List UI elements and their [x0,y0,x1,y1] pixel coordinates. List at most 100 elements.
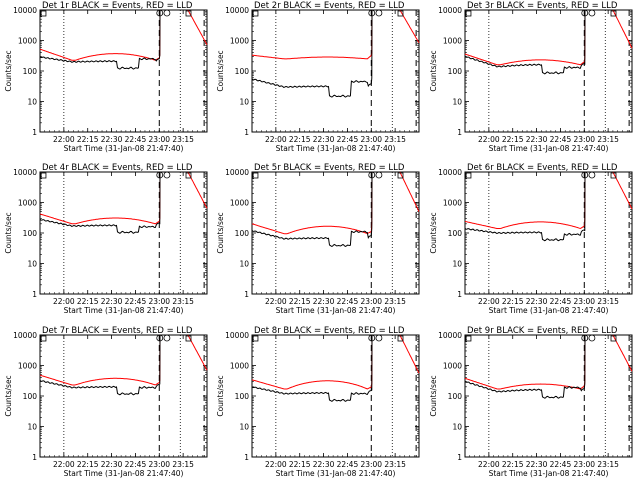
x-axis-label: Start Time (31-Jan-08 21:47:40) [64,469,184,478]
panel-title: Det 9r BLACK = Events, RED = LLD [467,326,618,336]
x-tick-label: 22:45 [337,135,359,144]
x-tick-label: 23:00 [573,460,595,469]
x-tick-label: 23:15 [172,460,194,469]
orbit-circle-marker [375,9,383,17]
y-tick-label: 10000 [225,331,249,340]
x-tick-label: 23:00 [573,135,595,144]
x-tick-label: 23:15 [597,460,619,469]
y-tick-label: 10 [452,260,462,269]
axes-frame [251,9,420,133]
axes-frame [464,171,633,295]
y-tick-label: 10 [452,98,462,107]
y-tick-label: 100 [235,229,250,238]
y-tick-label: 10 [239,423,249,432]
top-marker-box [185,172,192,179]
top-marker-box [465,10,472,17]
panel-title: Det 6r BLACK = Events, RED = LLD [467,163,618,173]
y-axis-label: Counts/sec [4,212,13,253]
panel-det-4r: Det 4r BLACK = Events, RED = LLD 1 10 100 10… [4,163,208,315]
x-tick-label: 23:00 [360,297,382,306]
x-tick-label: 22:45 [550,460,572,469]
orbit-circle-marker [375,334,383,342]
orbit-circle-marker [588,9,596,17]
x-axis-label: Start Time (31-Jan-08 21:47:40) [489,144,609,153]
y-tick-label: 1000 [443,362,462,371]
y-tick-label: 100 [448,392,463,401]
x-tick-label: 22:45 [125,460,147,469]
axes-frame [251,334,420,458]
x-axis-label: Start Time (31-Jan-08 21:47:40) [276,144,396,153]
orbit-circle-marker [368,334,376,342]
x-tick-label: 22:15 [502,135,524,144]
panel-title: Det 5r BLACK = Events, RED = LLD [254,163,405,173]
orbit-circle-marker [588,171,596,179]
x-axis-label: Start Time (31-Jan-08 21:47:40) [489,469,609,478]
panel-title: Det 1r BLACK = Events, RED = LLD [42,1,193,11]
lld-series-line [464,9,586,66]
orbit-circle-marker [375,171,383,179]
axes-frame [464,9,633,133]
panel-title: Det 3r BLACK = Events, RED = LLD [467,1,618,11]
panel-title: Det 2r BLACK = Events, RED = LLD [254,1,405,11]
lld-series-line [464,334,586,390]
y-tick-label: 100 [235,67,250,76]
x-tick-label: 22:30 [526,297,548,306]
orbit-circle-marker [163,334,171,342]
x-tick-label: 22:30 [526,460,548,469]
y-tick-label: 1 [244,128,249,137]
x-tick-label: 22:45 [125,297,147,306]
y-tick-label: 1000 [230,37,249,46]
axes-frame [464,334,633,458]
events-series-line [464,171,586,242]
x-tick-label: 22:00 [53,460,75,469]
events-series-line [464,9,586,75]
y-tick-label: 1000 [18,199,37,208]
x-tick-label: 23:00 [148,460,170,469]
y-tick-label: 1 [244,453,249,462]
orbit-circle-marker [581,334,589,342]
x-tick-label: 22:00 [265,460,287,469]
top-marker-box [465,335,472,342]
y-tick-label: 10 [27,423,37,432]
y-tick-label: 10000 [225,6,249,15]
x-tick-label: 22:15 [77,460,99,469]
x-tick-label: 22:30 [526,135,548,144]
x-tick-label: 22:45 [337,297,359,306]
x-tick-label: 23:00 [360,460,382,469]
x-tick-label: 23:15 [384,135,406,144]
x-tick-label: 22:00 [265,135,287,144]
x-axis-label: Start Time (31-Jan-08 21:47:40) [276,469,396,478]
orbit-circle-marker [156,334,164,342]
y-tick-label: 10 [239,98,249,107]
x-tick-label: 22:45 [125,135,147,144]
y-tick-label: 1000 [443,199,462,208]
orbit-circle-marker [156,171,164,179]
x-tick-label: 23:00 [148,297,170,306]
y-tick-label: 10 [452,423,462,432]
orbit-circle-marker [368,171,376,179]
lld-series-line [464,171,586,230]
panel-det-9r: Det 9r BLACK = Events, RED = LLD 1 10 100 10… [429,326,633,478]
top-marker-box [397,172,404,179]
y-axis-label: Counts/sec [4,375,13,416]
top-marker-box [40,10,47,17]
y-axis-label: Counts/sec [216,50,225,91]
x-axis-label: Start Time (31-Jan-08 21:47:40) [276,306,396,315]
axes-frame [39,171,208,295]
orbit-circle-marker [163,9,171,17]
lld-series-line [251,9,373,60]
y-axis-label: Counts/sec [429,212,438,253]
panel-det-1r: Det 1r BLACK = Events, RED = LLD 1 10 100 10… [4,1,208,153]
y-tick-label: 1 [457,128,462,137]
orbit-circle-marker [581,9,589,17]
x-tick-label: 22:45 [550,135,572,144]
y-tick-label: 100 [23,392,38,401]
axes-frame [39,334,208,458]
axes-frame [251,171,420,295]
x-tick-label: 23:15 [597,135,619,144]
y-tick-label: 10000 [438,6,462,15]
lld-series-line [251,334,373,390]
y-tick-label: 1000 [230,199,249,208]
x-tick-label: 22:30 [313,297,335,306]
